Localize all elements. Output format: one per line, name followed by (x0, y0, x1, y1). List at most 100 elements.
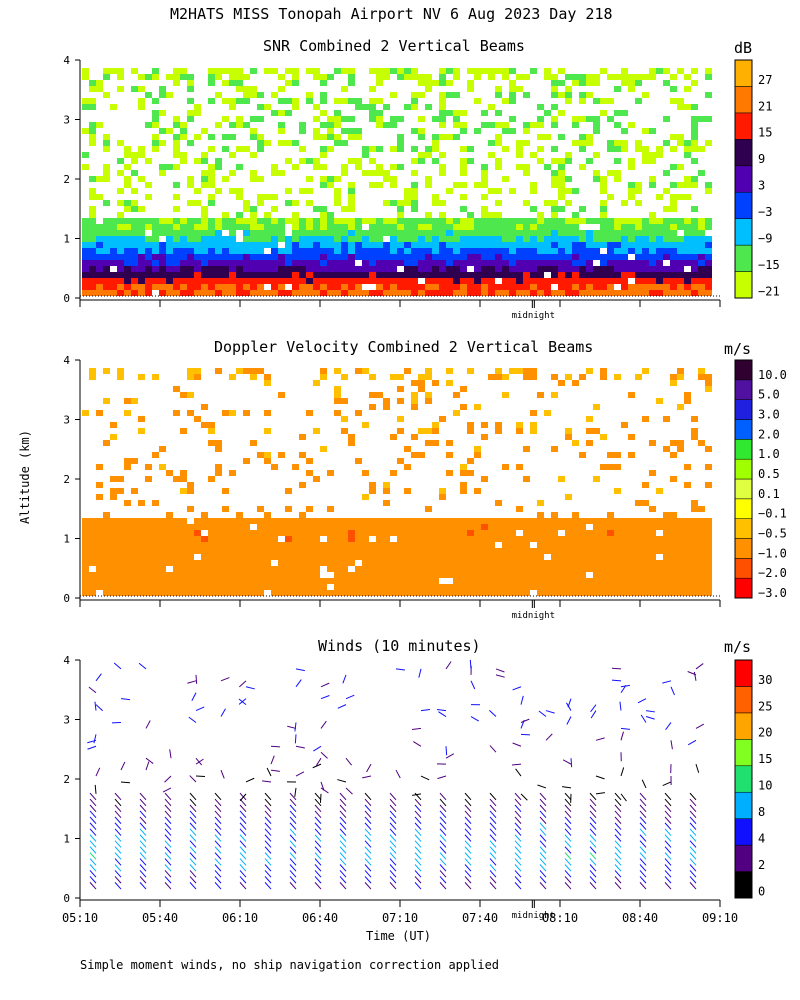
colorbar-swatch (734, 765, 753, 793)
colorbar-swatch (734, 498, 753, 519)
snr-heatmap (82, 68, 712, 296)
colorbar-tick-label: 10.0 (758, 368, 787, 382)
colorbar-swatch (734, 244, 753, 272)
colorbar-tick-label: 2.0 (758, 427, 780, 441)
midnight-label: midnight (512, 911, 555, 921)
colorbar-swatch (734, 739, 753, 767)
x-tick-label: 08:40 (622, 911, 658, 925)
y-tick-label: 3 (63, 414, 70, 427)
colorbar-tick-label: 5.0 (758, 388, 780, 402)
colorbar-swatch (734, 659, 753, 687)
colorbar-swatch (734, 712, 753, 740)
colorbar-tick-label: 30 (758, 673, 772, 687)
snr-panel-title: SNR Combined 2 Vertical Beams (263, 37, 525, 55)
colorbar-tick-label: 21 (758, 99, 772, 113)
footnote: Simple moment winds, no ship navigation … (80, 958, 500, 972)
colorbar-swatch (734, 518, 753, 539)
y-tick-label: 3 (63, 114, 70, 127)
x-tick-label: 07:40 (462, 911, 498, 925)
colorbar-tick-label: 3.0 (758, 408, 780, 422)
figure-title: M2HATS MISS Tonopah Airport NV 6 Aug 202… (170, 5, 613, 23)
colorbar-tick-label: 2 (758, 858, 765, 872)
colorbar-frame (734, 59, 753, 299)
colorbar-swatch (734, 399, 753, 420)
colorbar-frame (734, 359, 753, 599)
colorbar-swatch (734, 577, 753, 599)
colorbar-tick-label: −0.5 (758, 527, 787, 541)
colorbar-swatch (734, 439, 753, 460)
colorbar-swatch (734, 165, 753, 193)
colorbar-tick-label: 15 (758, 126, 772, 140)
colorbar-swatch (734, 818, 753, 846)
x-tick-label: 07:10 (382, 911, 418, 925)
x-tick-label: 06:10 (222, 911, 258, 925)
colorbar-swatch (734, 791, 753, 819)
colorbar-tick-label: −2.0 (758, 566, 787, 580)
colorbar-tick-label: 10 (758, 779, 772, 793)
x-tick-label: 09:10 (702, 911, 738, 925)
doppler-panel-title: Doppler Velocity Combined 2 Vertical Bea… (214, 338, 594, 356)
colorbar-tick-label: −3 (758, 205, 772, 219)
colorbar-swatch (734, 686, 753, 714)
colorbar-swatch (734, 139, 753, 167)
colorbar-swatch (734, 86, 753, 114)
y-tick-label: 2 (63, 773, 70, 786)
y-tick-label: 0 (63, 592, 70, 605)
x-tick-label: 05:40 (142, 911, 178, 925)
colorbar-swatch (734, 112, 753, 140)
colorbar-tick-label: 20 (758, 726, 772, 740)
x-axis-label: Time (UT) (366, 929, 432, 943)
y-tick-label: 2 (63, 173, 70, 186)
y-tick-label: 3 (63, 714, 70, 727)
snr-unit-label: dB (734, 39, 753, 57)
colorbar-swatch (734, 844, 753, 872)
colorbar-swatch (734, 59, 753, 87)
colorbar-tick-label: 3 (758, 179, 765, 193)
colorbar-tick-label: −15 (758, 258, 780, 272)
doppler-unit-label: m/s (724, 340, 752, 358)
midnight-label: midnight (512, 311, 555, 321)
y-tick-label: 0 (63, 292, 70, 305)
colorbar-tick-label: 9 (758, 152, 765, 166)
colorbar-swatch (734, 478, 753, 500)
colorbar-swatch (734, 191, 753, 219)
colorbar-swatch (734, 271, 753, 299)
colorbar-swatch (734, 419, 753, 440)
y-tick-label: 4 (63, 54, 70, 67)
wind-barbs (87, 659, 705, 890)
midnight-label: midnight (512, 611, 555, 621)
colorbar-tick-label: 0.5 (758, 467, 780, 481)
colorbar-tick-label: 15 (758, 752, 772, 766)
colorbar-swatch (734, 379, 753, 400)
y-tick-label: 4 (63, 654, 70, 667)
x-tick-label: 05:10 (62, 911, 98, 925)
colorbar-swatch (734, 871, 753, 899)
colorbar-frame (734, 659, 753, 899)
colorbar-tick-label: 27 (758, 73, 772, 87)
colorbar-tick-label: 0 (758, 884, 765, 898)
colorbar-tick-label: 25 (758, 699, 772, 713)
colorbar-swatch (734, 538, 753, 559)
colorbar-tick-label: −21 (758, 284, 780, 298)
y-tick-label: 0 (63, 892, 70, 905)
colorbar-tick-label: 4 (758, 832, 765, 846)
colorbar-tick-label: −0.1 (758, 507, 787, 521)
x-tick-label: 08:10 (542, 911, 578, 925)
y-tick-label: 2 (63, 473, 70, 486)
colorbar-tick-label: 8 (758, 805, 765, 819)
colorbar-tick-label: −9 (758, 232, 772, 246)
colorbar-tick-label: 1.0 (758, 447, 780, 461)
colorbar-swatch (734, 359, 753, 381)
colorbar-tick-label: −1.0 (758, 546, 787, 560)
y-tick-label: 1 (63, 833, 70, 846)
colorbar-tick-label: 0.1 (758, 487, 780, 501)
x-tick-label: 06:40 (302, 911, 338, 925)
doppler-heatmap (82, 368, 712, 596)
y-tick-label: 1 (63, 533, 70, 546)
y-tick-label: 4 (63, 354, 70, 367)
colorbar-swatch (734, 558, 753, 579)
winds-panel-title: Winds (10 minutes) (318, 637, 481, 655)
colorbar-swatch (734, 458, 753, 480)
colorbar-swatch (734, 218, 753, 246)
